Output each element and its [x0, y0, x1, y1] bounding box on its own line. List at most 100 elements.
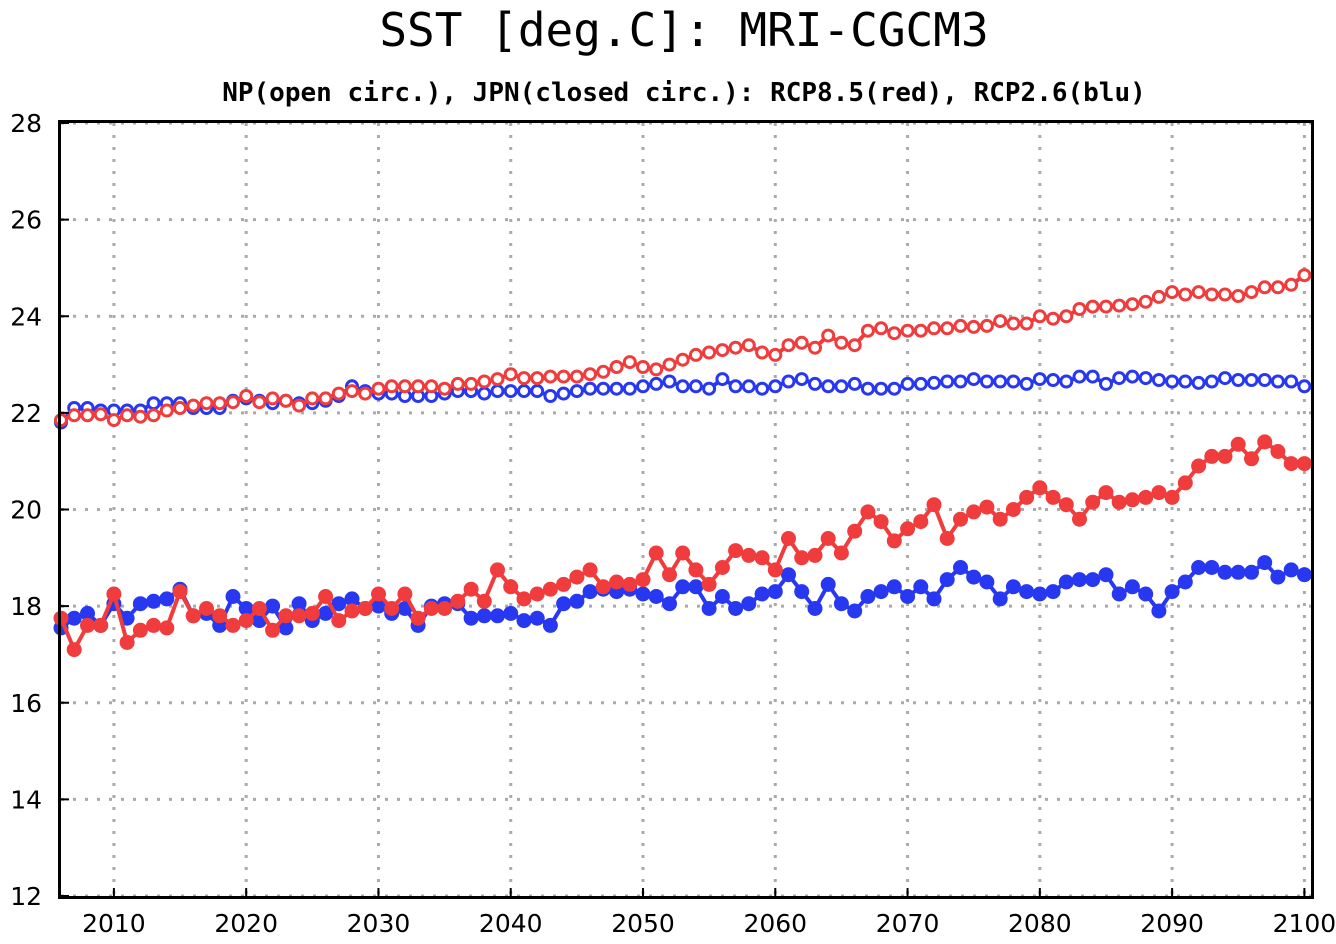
- data-point-np-rcp85: [265, 391, 280, 406]
- data-point-np-rcp85: [371, 381, 386, 396]
- data-point-jpn-rcp85: [833, 545, 849, 561]
- data-point-jpn-rcp26: [265, 598, 281, 614]
- data-point-jpn-rcp26: [476, 608, 492, 624]
- data-point-jpn-rcp85: [357, 601, 373, 616]
- data-point-np-rcp85: [411, 379, 426, 394]
- data-point-np-rcp85: [490, 372, 505, 387]
- data-point-np-rcp26: [927, 375, 941, 390]
- data-point-jpn-rcp26: [847, 603, 863, 619]
- data-point-np-rcp26: [596, 381, 611, 396]
- data-point-np-rcp26: [649, 376, 664, 391]
- data-point-jpn-rcp26: [701, 601, 717, 616]
- data-point-jpn-rcp26: [132, 596, 148, 612]
- data-point-np-rcp26: [543, 389, 558, 403]
- data-point-jpn-rcp85: [318, 589, 334, 604]
- x-tick-label: 2060: [743, 909, 807, 938]
- y-tick-label: 26: [10, 206, 42, 235]
- axes: 2010 2020 2030 2040 2050 2060 2070 2080 2090 2100…: [10, 109, 1336, 938]
- data-point-jpn-rcp85: [728, 543, 744, 559]
- y-tick-label: 28: [10, 109, 42, 138]
- data-point-np-rcp85: [808, 340, 822, 355]
- data-point-np-rcp26: [1059, 374, 1074, 389]
- data-point-jpn-rcp85: [556, 576, 572, 592]
- data-point-np-rcp26: [1284, 374, 1299, 389]
- data-point-np-rcp85: [212, 396, 227, 411]
- data-point-np-rcp85: [106, 413, 121, 428]
- data-point-jpn-rcp26: [1230, 564, 1246, 580]
- data-point-np-rcp26: [1297, 379, 1312, 394]
- data-point-np-rcp85: [1099, 299, 1113, 314]
- data-point-jpn-rcp85: [794, 550, 810, 566]
- data-point-jpn-rcp26: [688, 579, 704, 595]
- data-point-np-rcp85: [966, 319, 981, 334]
- data-point-np-rcp26: [847, 376, 862, 391]
- x-tick-label: 2050: [611, 909, 675, 938]
- data-point-np-rcp85: [1191, 285, 1206, 300]
- data-point-jpn-rcp85: [490, 562, 505, 578]
- data-point-jpn-rcp85: [913, 514, 929, 530]
- data-point-np-rcp85: [1112, 298, 1127, 313]
- data-point-np-rcp85: [1284, 277, 1299, 292]
- data-point-jpn-rcp85: [873, 514, 889, 530]
- data-point-np-rcp26: [900, 376, 915, 391]
- data-point-jpn-rcp85: [331, 613, 347, 629]
- data-point-jpn-rcp85: [1111, 494, 1127, 510]
- data-point-np-rcp26: [794, 372, 809, 387]
- data-point-jpn-rcp26: [1032, 586, 1048, 602]
- data-point-np-rcp85: [662, 357, 677, 372]
- data-point-jpn-rcp85: [1217, 448, 1233, 464]
- data-point-jpn-rcp85: [1296, 456, 1312, 472]
- data-point-np-rcp85: [239, 389, 254, 403]
- chart-subtitle: NP(open circ.), JPN(closed circ.): RCP8.…: [222, 78, 1146, 108]
- data-point-np-rcp85: [622, 355, 637, 370]
- data-point-np-rcp85: [1019, 316, 1034, 331]
- data-point-np-rcp26: [1151, 373, 1166, 387]
- data-point-np-rcp85: [728, 340, 743, 355]
- data-point-np-rcp26: [503, 384, 518, 399]
- data-point-jpn-rcp26: [635, 586, 651, 602]
- data-point-np-rcp26: [1006, 374, 1021, 389]
- data-point-np-rcp85: [636, 360, 650, 374]
- data-point-jpn-rcp26: [767, 584, 783, 600]
- data-point-np-rcp85: [556, 369, 571, 384]
- data-point-np-rcp85: [199, 396, 214, 411]
- data-point-np-rcp85: [186, 398, 201, 413]
- x-tick-label: 2100: [1273, 909, 1336, 938]
- data-point-np-rcp26: [609, 381, 624, 396]
- data-point-np-rcp85: [1059, 309, 1074, 324]
- data-point-np-rcp85: [688, 347, 703, 362]
- data-point-jpn-rcp26: [741, 596, 757, 612]
- data-point-jpn-rcp26: [1164, 584, 1180, 600]
- data-point-np-rcp85: [159, 403, 174, 418]
- data-point-jpn-rcp85: [701, 576, 717, 592]
- data-point-jpn-rcp26: [781, 567, 796, 583]
- data-point-jpn-rcp85: [781, 531, 796, 546]
- data-point-np-rcp85: [1032, 309, 1047, 324]
- data-point-np-rcp85: [1072, 302, 1087, 316]
- data-point-jpn-rcp85: [609, 574, 625, 590]
- data-point-jpn-rcp26: [728, 601, 744, 616]
- data-point-jpn-rcp85: [423, 601, 439, 616]
- data-point-jpn-rcp85: [688, 562, 704, 578]
- plot-frame: [58, 120, 1314, 899]
- data-point-jpn-rcp26: [569, 593, 585, 609]
- data-point-jpn-rcp26: [1098, 567, 1114, 583]
- data-point-np-rcp85: [318, 391, 333, 406]
- data-point-np-rcp85: [384, 379, 399, 394]
- data-point-jpn-rcp26: [820, 576, 836, 592]
- data-point-jpn-rcp85: [172, 584, 188, 600]
- data-point-np-rcp85: [794, 335, 809, 350]
- data-point-jpn-rcp85: [886, 533, 902, 549]
- data-point-np-rcp85: [755, 345, 770, 360]
- data-point-jpn-rcp26: [833, 596, 849, 612]
- data-point-np-rcp26: [1257, 373, 1272, 387]
- data-point-jpn-rcp85: [900, 521, 916, 537]
- data-point-np-rcp85: [146, 408, 161, 423]
- data-point-jpn-rcp85: [1164, 489, 1180, 505]
- data-point-jpn-rcp26: [1283, 562, 1299, 578]
- data-point-jpn-rcp85: [1283, 456, 1299, 472]
- data-point-np-rcp85: [781, 338, 796, 353]
- data-point-jpn-rcp26: [1045, 584, 1061, 600]
- data-point-np-rcp26: [675, 379, 690, 394]
- data-point-jpn-rcp85: [1270, 444, 1286, 459]
